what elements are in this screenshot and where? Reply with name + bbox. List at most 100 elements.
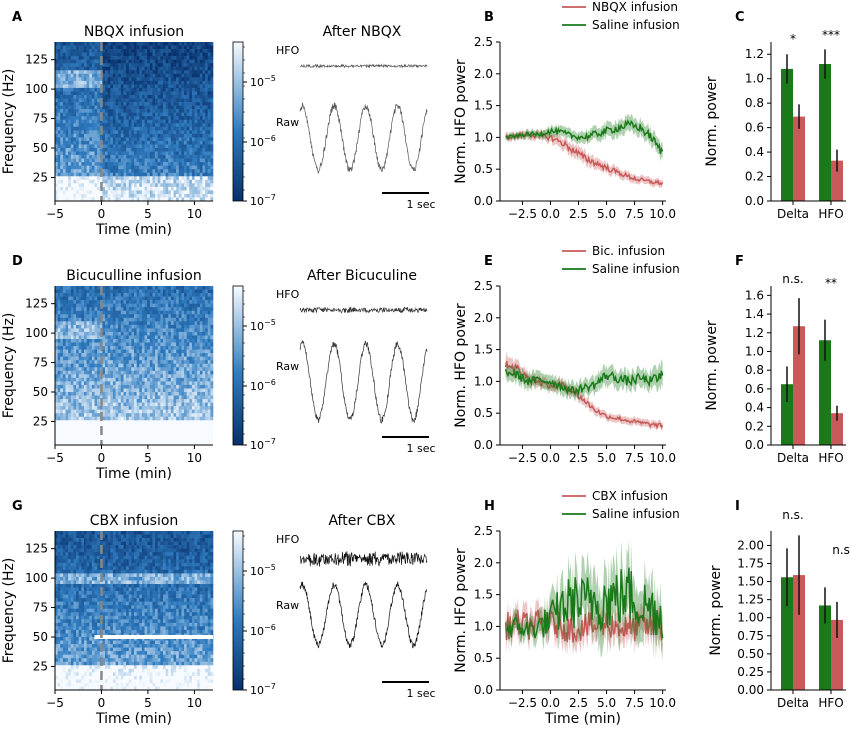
spectrogram-cell <box>141 137 145 142</box>
spectrogram-cell <box>83 399 87 403</box>
spectrogram-cell <box>126 66 130 71</box>
spectrogram-cell <box>94 80 98 85</box>
spectrogram-cell <box>68 193 72 198</box>
spectrogram-cell <box>65 370 69 375</box>
spectrogram-cell <box>210 324 214 329</box>
spectrogram-cell <box>149 307 153 312</box>
spectrogram-cell <box>139 73 143 78</box>
spectrogram-cell <box>205 59 209 64</box>
spectrogram-cell <box>83 367 87 372</box>
spectrogram-cell <box>207 374 211 379</box>
spectrogram-cell <box>81 162 85 166</box>
spectrogram-cell <box>91 59 95 64</box>
spectrogram-cell <box>112 374 116 379</box>
spectrogram-cell <box>178 356 182 361</box>
spectrogram-cell <box>178 317 182 322</box>
spectrogram-cell <box>76 155 79 159</box>
spectrogram-cell <box>191 45 195 50</box>
spectrogram-cell <box>57 409 61 414</box>
spectrogram-cell <box>141 392 145 396</box>
spectrogram-cell <box>73 165 77 170</box>
spectrogram-cell <box>131 190 135 195</box>
spectrogram-cell <box>210 314 214 319</box>
y-tick-label: 1.0 <box>474 130 493 144</box>
spectrogram-cell <box>123 176 127 181</box>
spectrogram-cell <box>152 66 156 71</box>
spectrogram-cell <box>165 162 169 166</box>
spectrogram-cell <box>102 73 106 78</box>
spectrogram-cell <box>205 388 209 393</box>
spectrogram-cell <box>83 137 87 142</box>
spectrogram-cell <box>55 126 58 131</box>
spectrogram-cell <box>173 310 177 315</box>
spectrogram-cell <box>191 339 195 343</box>
spectrogram-cell <box>155 148 158 152</box>
spectrogram-cell <box>157 77 161 82</box>
spectrogram-cell <box>134 303 137 308</box>
spectrogram-cell <box>123 73 127 78</box>
spectrogram-cell <box>165 335 169 340</box>
spectrogram-cell <box>210 112 214 117</box>
spectrogram-cell <box>202 197 206 202</box>
spectrogram-cell <box>128 356 132 361</box>
spectrogram-cell <box>160 186 164 191</box>
spectrogram-cell <box>131 119 135 124</box>
spectrogram-cell <box>205 289 209 294</box>
spectrogram-cell <box>115 183 119 188</box>
spectrogram-cell <box>91 409 95 414</box>
spectrogram-cell <box>112 197 116 202</box>
panel-letter: D <box>12 254 23 269</box>
spectrogram-cell <box>189 70 193 75</box>
spectrogram-cell <box>181 148 185 152</box>
spectrogram-cell <box>157 406 161 410</box>
spectrogram-cell <box>186 176 190 181</box>
spectrogram-cell <box>112 381 116 386</box>
spectrogram-cell <box>136 84 140 89</box>
spectrogram-cell <box>78 289 82 294</box>
spectrogram-cell <box>134 321 137 326</box>
spectrogram-cell <box>118 346 122 350</box>
spectrogram-cell <box>205 98 209 103</box>
spectrogram-cell <box>73 370 77 375</box>
spectrogram-cell <box>181 95 185 99</box>
spectrogram-cell <box>176 342 180 347</box>
spectrogram-cell <box>118 321 122 326</box>
spectrogram-cell <box>181 176 185 181</box>
spectrogram-cell <box>123 300 127 304</box>
spectrogram-cell <box>197 317 201 322</box>
spectrogram-cell <box>55 374 58 379</box>
spectrogram-cell <box>62 155 66 159</box>
spectrogram-cell <box>147 346 151 350</box>
spectrogram-cell <box>144 395 148 400</box>
spectrogram-cell <box>110 300 114 304</box>
spectrogram-cell <box>184 70 187 75</box>
spectrogram-cell <box>120 335 124 340</box>
spectrogram-cell <box>199 95 203 99</box>
spectrogram-cell <box>141 363 145 368</box>
spectrogram-cell <box>78 162 82 166</box>
spectrogram-cell <box>178 388 182 393</box>
spectrogram-cell <box>102 303 106 308</box>
spectrogram-cell <box>139 155 143 159</box>
spectrogram-cell <box>97 346 101 350</box>
spectrogram-cell <box>62 80 66 85</box>
spectrogram-cell <box>131 112 135 117</box>
spectrogram-cell <box>60 155 64 159</box>
spectrogram-cell <box>102 367 106 372</box>
spectrogram-cell <box>102 169 106 174</box>
spectrogram-cell <box>144 73 148 78</box>
spectrogram-cell <box>197 395 201 400</box>
spectrogram-cell <box>107 377 111 382</box>
spectrogram-cell <box>94 303 98 308</box>
spectrogram-cell <box>184 183 187 188</box>
spectrogram-cell <box>107 102 111 106</box>
spectrogram-cell <box>134 384 137 389</box>
spectrogram-cell <box>131 317 135 322</box>
spectrogram-cell <box>205 56 209 60</box>
spectrogram-cell <box>94 52 98 57</box>
spectrogram-cell <box>181 193 185 198</box>
spectrogram-cell <box>128 66 132 71</box>
spectrogram-cell <box>76 158 79 163</box>
spectrogram-cell <box>131 339 135 343</box>
spectrogram-cell <box>97 363 101 368</box>
